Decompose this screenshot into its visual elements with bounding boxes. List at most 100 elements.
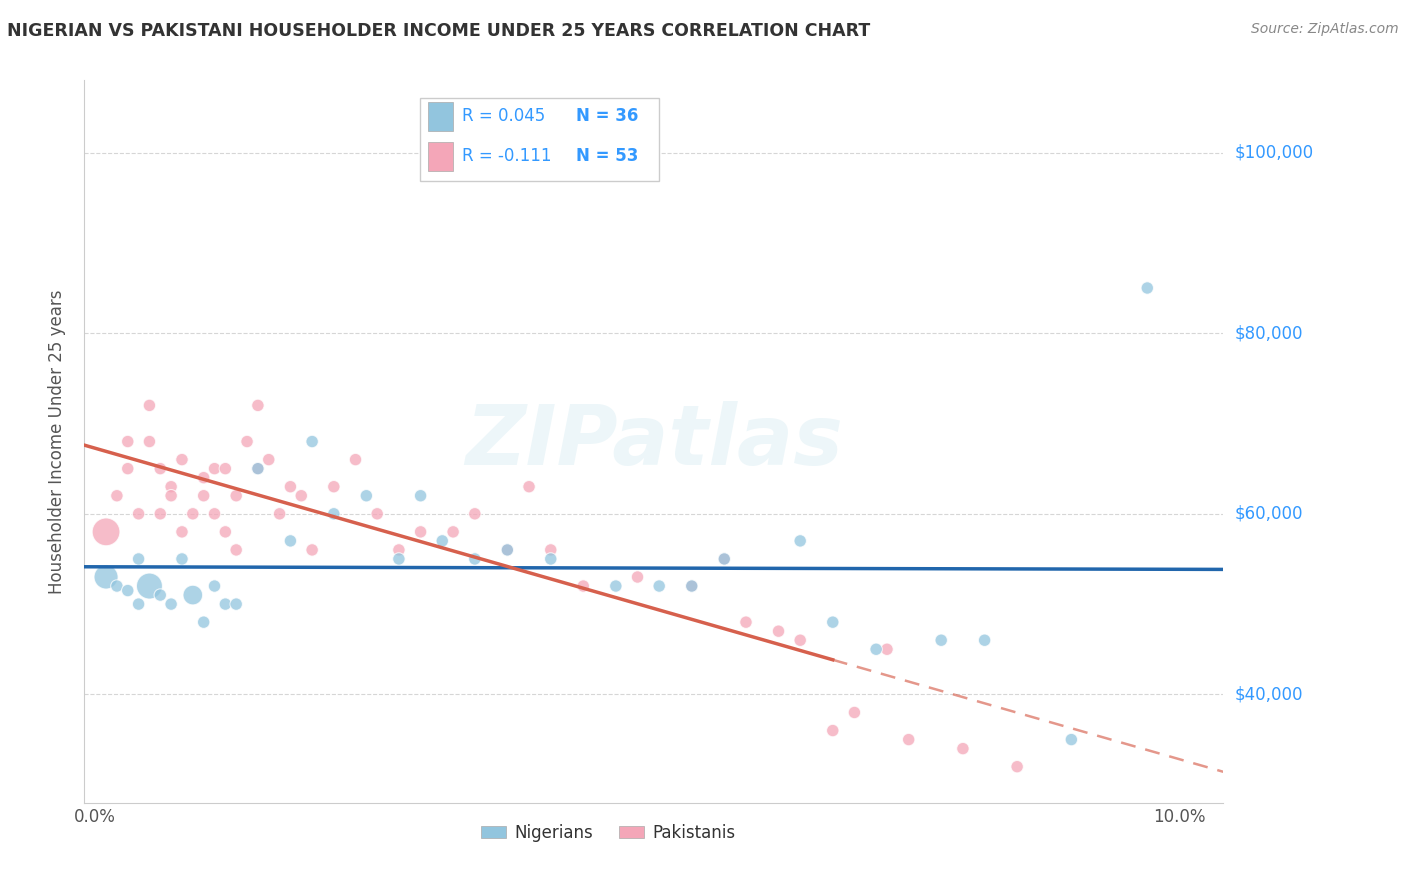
Point: [876, 642, 898, 657]
Point: [388, 542, 411, 557]
Point: [865, 642, 887, 657]
Point: [356, 489, 378, 503]
Point: [344, 452, 367, 467]
Point: [170, 552, 193, 566]
Y-axis label: Householder Income Under 25 years: Householder Income Under 25 years: [48, 289, 66, 594]
Point: [117, 461, 139, 475]
Point: [105, 579, 128, 593]
Text: R = -0.111: R = -0.111: [463, 147, 553, 165]
Point: [105, 489, 128, 503]
Text: Source: ZipAtlas.com: Source: ZipAtlas.com: [1251, 22, 1399, 37]
Point: [257, 452, 280, 467]
Point: [844, 706, 866, 720]
Point: [181, 507, 204, 521]
Point: [117, 583, 139, 598]
Point: [128, 552, 150, 566]
Point: [149, 461, 172, 475]
Text: R = 0.045: R = 0.045: [463, 107, 546, 125]
Point: [789, 533, 811, 548]
Point: [441, 524, 464, 539]
Point: [973, 633, 995, 648]
Point: [1060, 732, 1083, 747]
Point: [789, 633, 811, 648]
Point: [214, 461, 236, 475]
Text: $40,000: $40,000: [1234, 685, 1303, 704]
Legend: Nigerians, Pakistanis: Nigerians, Pakistanis: [475, 817, 742, 848]
Point: [225, 542, 247, 557]
Point: [1005, 760, 1028, 774]
Text: $80,000: $80,000: [1234, 324, 1303, 343]
Point: [170, 452, 193, 467]
Point: [496, 542, 519, 557]
Point: [322, 480, 344, 494]
Point: [409, 524, 432, 539]
Point: [225, 489, 247, 503]
Point: [322, 507, 344, 521]
Point: [214, 524, 236, 539]
Point: [193, 489, 215, 503]
Point: [768, 624, 790, 639]
Point: [269, 507, 291, 521]
Point: [94, 570, 117, 584]
Point: [626, 570, 648, 584]
Point: [929, 633, 952, 648]
Point: [681, 579, 703, 593]
Point: [1136, 281, 1159, 295]
Point: [540, 552, 562, 566]
Point: [160, 480, 183, 494]
Text: N = 53: N = 53: [576, 147, 638, 165]
Point: [138, 398, 160, 412]
Point: [204, 461, 226, 475]
Point: [246, 461, 269, 475]
Point: [821, 615, 844, 630]
Point: [193, 615, 215, 630]
Point: [128, 597, 150, 611]
Point: [225, 597, 247, 611]
Point: [128, 507, 150, 521]
Point: [648, 579, 671, 593]
Point: [572, 579, 595, 593]
Text: $100,000: $100,000: [1234, 144, 1313, 161]
Point: [496, 542, 519, 557]
Point: [149, 588, 172, 602]
Point: [681, 579, 703, 593]
Point: [246, 461, 269, 475]
Point: [117, 434, 139, 449]
Point: [204, 507, 226, 521]
Point: [193, 471, 215, 485]
Point: [464, 507, 486, 521]
Point: [301, 542, 323, 557]
Point: [170, 524, 193, 539]
Point: [290, 489, 312, 503]
Point: [713, 552, 735, 566]
Point: [464, 552, 486, 566]
Point: [280, 480, 302, 494]
Point: [204, 579, 226, 593]
Point: [214, 597, 236, 611]
Bar: [429, 102, 453, 131]
Point: [138, 434, 160, 449]
Point: [432, 533, 454, 548]
Bar: [429, 142, 453, 170]
Point: [897, 732, 920, 747]
Point: [821, 723, 844, 738]
Point: [160, 489, 183, 503]
Point: [409, 489, 432, 503]
Point: [735, 615, 758, 630]
Point: [246, 398, 269, 412]
Point: [366, 507, 388, 521]
Point: [160, 597, 183, 611]
Point: [301, 434, 323, 449]
Text: ZIPatlas: ZIPatlas: [465, 401, 842, 482]
Point: [605, 579, 627, 593]
Text: $60,000: $60,000: [1234, 505, 1303, 523]
Text: NIGERIAN VS PAKISTANI HOUSEHOLDER INCOME UNDER 25 YEARS CORRELATION CHART: NIGERIAN VS PAKISTANI HOUSEHOLDER INCOME…: [7, 22, 870, 40]
Point: [138, 579, 160, 593]
Point: [94, 524, 117, 539]
Text: N = 36: N = 36: [576, 107, 638, 125]
Point: [149, 507, 172, 521]
Point: [181, 588, 204, 602]
Point: [713, 552, 735, 566]
Point: [952, 741, 974, 756]
FancyBboxPatch shape: [420, 98, 659, 181]
